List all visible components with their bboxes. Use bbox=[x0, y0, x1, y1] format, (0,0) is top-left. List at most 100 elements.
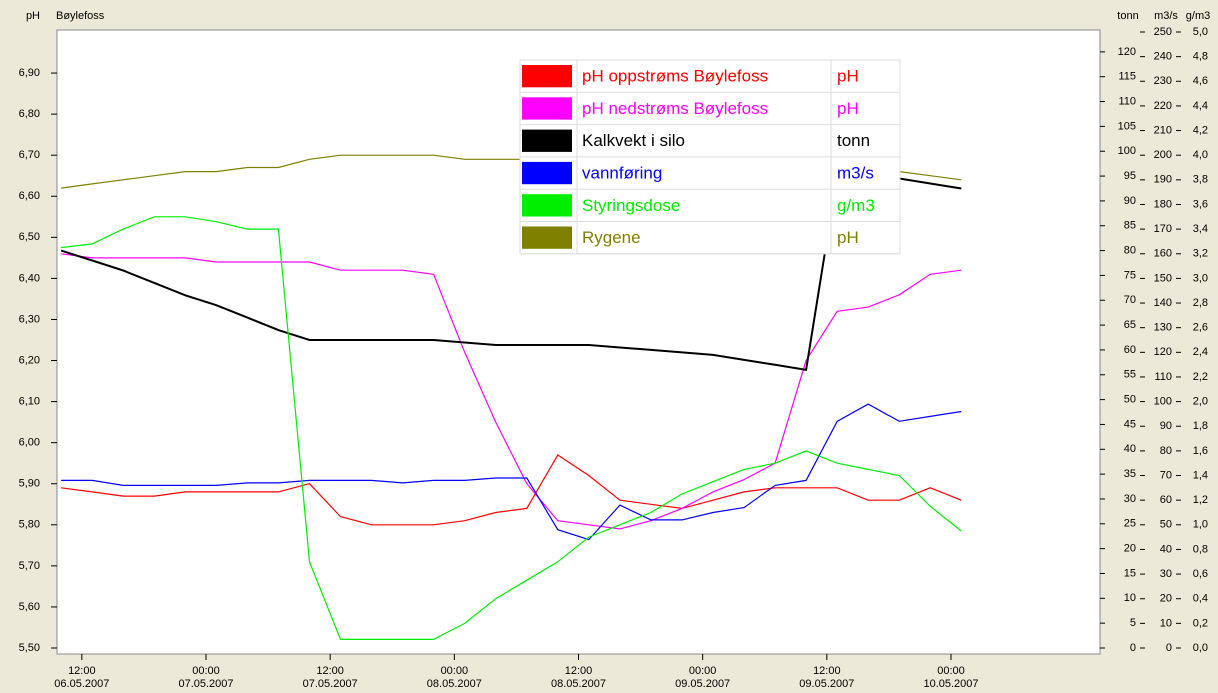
x-tick-label: 06.05.2007 bbox=[54, 678, 109, 690]
legend-swatch bbox=[522, 161, 572, 185]
y-tick-label: 110 bbox=[1118, 95, 1136, 107]
y-tick-label: 210 bbox=[1154, 124, 1172, 136]
y-tick-label: 180 bbox=[1154, 198, 1172, 210]
x-tick-label: 00:00 bbox=[689, 665, 717, 677]
y-tick-label: 60 bbox=[1160, 494, 1172, 506]
y-tick-label: 5,50 bbox=[19, 642, 40, 654]
y-tick-label: 2,2 bbox=[1193, 371, 1208, 383]
y-tick-label: 3,0 bbox=[1193, 272, 1208, 284]
y-tick-label: 40 bbox=[1160, 543, 1172, 555]
y-tick-label: 0,8 bbox=[1193, 543, 1208, 555]
y-tick-label: 1,2 bbox=[1193, 494, 1208, 506]
x-tick-label: 12:00 bbox=[813, 665, 841, 677]
y-tick-label: 3,4 bbox=[1193, 223, 1208, 235]
legend-swatch bbox=[522, 97, 572, 120]
y-tick-label: 1,4 bbox=[1193, 469, 1208, 481]
y-tick-label: 5,70 bbox=[19, 560, 40, 572]
y-tick-label: 20 bbox=[1124, 543, 1136, 555]
y-tick-label: 3,2 bbox=[1193, 248, 1208, 260]
legend-swatch bbox=[522, 226, 572, 249]
y-tick-label: 120 bbox=[1118, 46, 1136, 58]
y-tick-label: 4,4 bbox=[1193, 100, 1208, 112]
y-tick-label: 30 bbox=[1160, 568, 1172, 580]
y-tick-label: 45 bbox=[1124, 418, 1136, 430]
legend-name: Styringsdose bbox=[582, 196, 680, 215]
legend-unit: tonn bbox=[837, 131, 870, 150]
legend-unit: g/m3 bbox=[837, 196, 875, 215]
y-tick-label: 2,0 bbox=[1193, 396, 1208, 408]
y-tick-label: 105 bbox=[1118, 120, 1136, 132]
y-tick-label: 6,90 bbox=[19, 67, 40, 79]
legend-name: pH nedstrøms Bøylefoss bbox=[582, 99, 768, 118]
y-axis-label: pH bbox=[26, 10, 40, 22]
y4-axis-label: g/m3 bbox=[1186, 10, 1210, 22]
legend-unit: pH bbox=[837, 228, 859, 247]
y-tick-label: 0 bbox=[1130, 642, 1136, 654]
legend-unit: pH bbox=[837, 99, 859, 118]
x-tick-label: 07.05.2007 bbox=[303, 678, 358, 690]
y-tick-label: 130 bbox=[1154, 322, 1172, 334]
y-tick-label: 5,60 bbox=[19, 601, 40, 613]
y-tick-label: 0,0 bbox=[1193, 642, 1208, 654]
legend-name: pH oppstrøms Bøylefoss bbox=[582, 67, 768, 86]
legend-swatch bbox=[522, 65, 572, 88]
series-line bbox=[61, 454, 962, 526]
x-tick-label: 12:00 bbox=[565, 665, 593, 677]
y-tick-label: 65 bbox=[1124, 319, 1136, 331]
y-tick-label: 80 bbox=[1160, 445, 1172, 457]
y-tick-label: 6,00 bbox=[19, 437, 40, 449]
x-tick-label: 12:00 bbox=[68, 665, 96, 677]
y-tick-label: 4,6 bbox=[1193, 75, 1208, 87]
y-tick-label: 110 bbox=[1154, 371, 1172, 383]
x-tick-label: 12:00 bbox=[316, 665, 344, 677]
y-tick-label: 20 bbox=[1160, 593, 1172, 605]
y-tick-label: 160 bbox=[1154, 248, 1172, 260]
legend-name: vannføring bbox=[582, 164, 662, 183]
y-tick-label: 25 bbox=[1124, 518, 1136, 530]
y-tick-label: 170 bbox=[1154, 223, 1172, 235]
y3-axis-label: m3/s bbox=[1154, 10, 1178, 22]
y-tick-label: 10 bbox=[1160, 617, 1172, 629]
chart-title: Bøylefoss bbox=[56, 10, 105, 22]
y-tick-label: 6,80 bbox=[19, 108, 40, 120]
legend-swatch bbox=[522, 194, 572, 217]
y-tick-label: 1,6 bbox=[1193, 445, 1208, 457]
y-tick-label: 55 bbox=[1124, 369, 1136, 381]
x-tick-label: 00:00 bbox=[937, 665, 965, 677]
y-tick-label: 250 bbox=[1154, 26, 1172, 38]
y-tick-label: 70 bbox=[1124, 294, 1136, 306]
y-tick-label: 60 bbox=[1124, 344, 1136, 356]
legend-name: Kalkvekt i silo bbox=[582, 131, 685, 150]
x-tick-label: 00:00 bbox=[192, 665, 220, 677]
y-tick-label: 80 bbox=[1124, 244, 1136, 256]
y-tick-label: 35 bbox=[1124, 468, 1136, 480]
y-tick-label: 1,0 bbox=[1193, 519, 1208, 531]
y-tick-label: 5,80 bbox=[19, 519, 40, 531]
y-tick-label: 0,6 bbox=[1193, 568, 1208, 580]
y-tick-label: 150 bbox=[1154, 272, 1172, 284]
y-tick-label: 115 bbox=[1118, 71, 1136, 83]
y-tick-label: 3,8 bbox=[1193, 174, 1208, 186]
y-tick-label: 2,6 bbox=[1193, 322, 1208, 334]
x-tick-label: 10.05.2007 bbox=[923, 678, 978, 690]
y-tick-label: 85 bbox=[1124, 220, 1136, 232]
y-tick-label: 50 bbox=[1160, 519, 1172, 531]
y-tick-label: 6,50 bbox=[19, 231, 40, 243]
x-tick-label: 09.05.2007 bbox=[675, 678, 730, 690]
y-tick-label: 90 bbox=[1124, 195, 1136, 207]
y-tick-label: 4,2 bbox=[1193, 124, 1208, 136]
y-tick-label: 75 bbox=[1124, 269, 1136, 281]
y-tick-label: 2,4 bbox=[1193, 346, 1208, 358]
y-tick-label: 120 bbox=[1154, 346, 1172, 358]
x-tick-label: 08.05.2007 bbox=[427, 678, 482, 690]
y-tick-label: 200 bbox=[1154, 149, 1172, 161]
y-tick-label: 6,30 bbox=[19, 313, 40, 325]
y-tick-label: 6,10 bbox=[19, 396, 40, 408]
y-tick-label: 190 bbox=[1154, 174, 1172, 186]
y-tick-label: 95 bbox=[1124, 170, 1136, 182]
x-tick-label: 07.05.2007 bbox=[178, 678, 233, 690]
y-tick-label: 15 bbox=[1124, 567, 1136, 579]
y2-axis-label: tonn bbox=[1117, 10, 1138, 22]
legend-unit: pH bbox=[837, 67, 859, 86]
